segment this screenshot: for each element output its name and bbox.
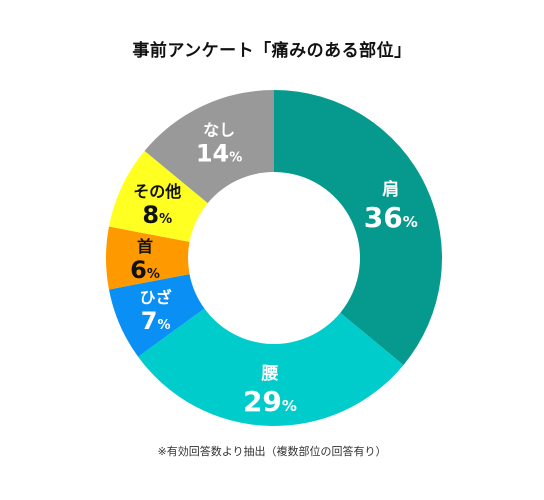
- chart-title: 事前アンケート「痛みのある部位」: [132, 41, 412, 61]
- donut-slice: [106, 226, 190, 290]
- slice-name-label: 首: [137, 237, 153, 256]
- donut-slice: [144, 90, 274, 204]
- slice-name-label: その他: [133, 182, 181, 201]
- slice-value-label: 7%: [141, 307, 171, 335]
- slice-name-label: 肩: [382, 179, 399, 200]
- donut-slice: [138, 308, 404, 426]
- slice-value-label: 6%: [130, 256, 160, 284]
- slice-value-label: 8%: [142, 201, 172, 229]
- slice-name-label: 腰: [261, 364, 278, 384]
- donut-slice: [108, 274, 205, 357]
- slice-value-label: 29%: [243, 385, 297, 418]
- donut-slice: [274, 90, 442, 366]
- chart-note: ※有効回答数より抽出（複数部位の回答有り）: [157, 445, 387, 458]
- slice-value-label: 36%: [364, 201, 418, 234]
- slice-name-label: なし: [203, 120, 235, 139]
- donut-slices: [106, 90, 442, 426]
- slice-name-label: ひざ: [140, 288, 172, 307]
- donut-slice: [108, 150, 208, 242]
- slice-value-label: 14%: [196, 139, 242, 167]
